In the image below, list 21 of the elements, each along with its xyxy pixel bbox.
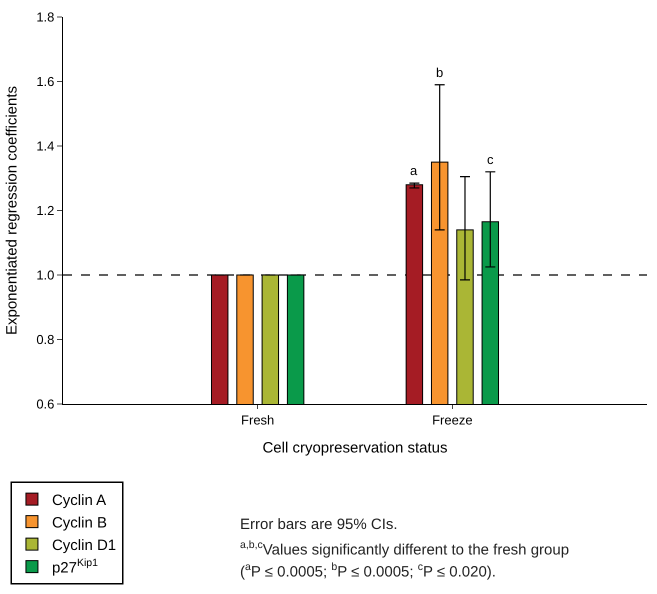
y-tick-label: 0.6 xyxy=(36,396,54,412)
text: $^{a,b,c}$Values significantly different to the fresh group xyxy=(240,539,570,558)
legend-label: Cyclin A xyxy=(52,492,106,509)
text: Error bars are 95% CIs. xyxy=(240,516,398,533)
y-axis-title: Exponentiated regression coefficients xyxy=(4,86,21,336)
y-tick-label: 1.2 xyxy=(36,203,54,218)
x-axis-title: Cell cryopreservation status xyxy=(262,440,448,457)
annotation: a xyxy=(410,163,418,178)
annotation: b xyxy=(436,65,444,80)
annotation: c xyxy=(487,152,494,167)
x-tick-label: Freeze xyxy=(432,412,473,428)
x-tick-label: Fresh xyxy=(241,412,274,428)
y-tick-label: 1.0 xyxy=(36,268,54,283)
y-tick-label: 0.8 xyxy=(36,332,54,348)
y-tick-label: 1.8 xyxy=(36,10,54,25)
text: ($^{a}$P ≤ 0.0005; $^{b}$P ≤ 0.0005; $^{c}$P ≤ 0.020). xyxy=(240,561,496,580)
y-tick-label: 1.6 xyxy=(36,74,54,90)
legend-label: p27$^{Kip1}$ xyxy=(52,557,98,576)
legend-label: Cyclin D1 xyxy=(52,537,116,554)
y-tick-label: 1.4 xyxy=(36,138,54,154)
legend-label: Cyclin B xyxy=(52,514,107,532)
